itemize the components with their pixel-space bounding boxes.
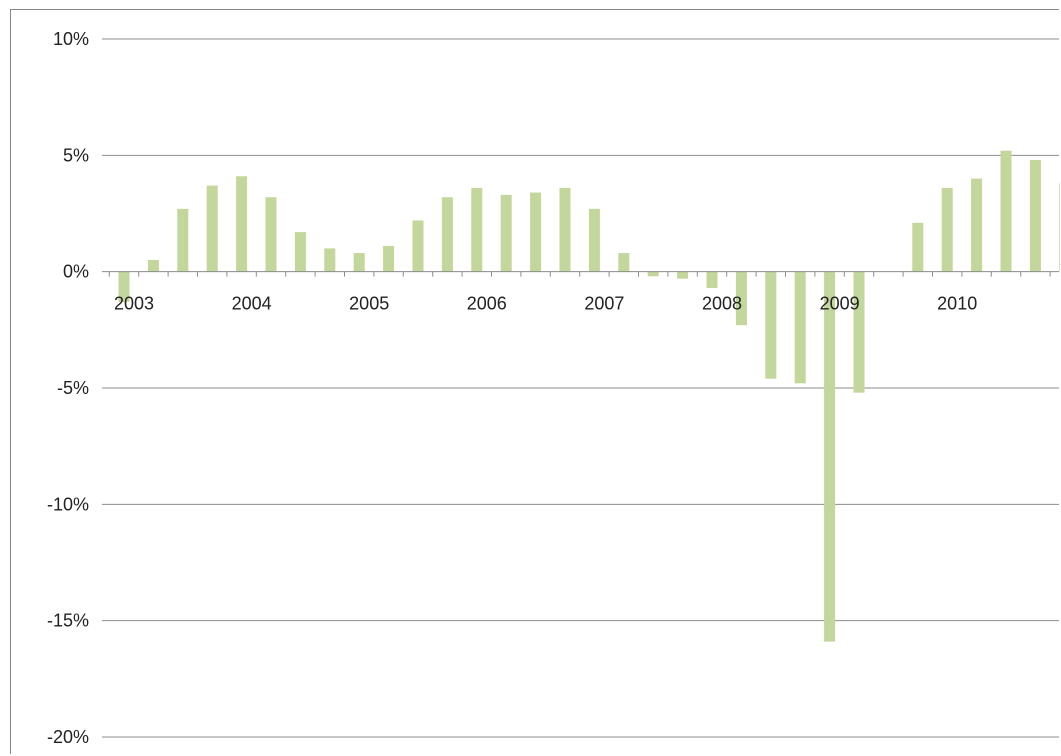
bar	[794, 271, 806, 384]
y-tick-label: -5%	[57, 378, 89, 398]
bar	[971, 178, 983, 272]
x-axis-year-labels: 2003 2004 2005 2006 2007 2008 2009 2010	[114, 294, 977, 314]
bar	[324, 248, 336, 272]
bar	[118, 271, 130, 302]
y-tick-label: 5%	[63, 145, 89, 165]
bar	[588, 208, 600, 272]
bar	[1000, 150, 1012, 272]
y-tick-label: -15%	[47, 611, 89, 631]
bar	[500, 194, 512, 272]
bar	[559, 187, 571, 272]
bar	[618, 253, 630, 272]
x-axis	[102, 271, 1059, 277]
y-tick-label: -10%	[47, 494, 89, 514]
chart-frame: 10% 5% 0% -5% -10% -15% -20% 2003 2004 2005 2006 2…	[10, 9, 1060, 754]
x-year-label: 2007	[584, 294, 624, 314]
bar	[441, 197, 453, 272]
bar	[530, 192, 542, 272]
bar	[647, 271, 659, 277]
bar	[147, 260, 159, 272]
bar	[1029, 159, 1041, 272]
bar	[706, 271, 718, 288]
x-year-label: 2004	[232, 294, 272, 314]
bar	[236, 176, 248, 272]
y-axis-tick-labels: 10% 5% 0% -5% -10% -15% -20%	[47, 29, 89, 747]
x-year-label: 2009	[820, 294, 860, 314]
x-year-label: 2006	[467, 294, 507, 314]
bar-chart: 10%5%0%-5%-10%-15%-20% 2003 2004 2005 2006 2…	[47, 29, 1060, 747]
bar	[383, 246, 395, 272]
bar	[353, 253, 365, 272]
bar	[1059, 183, 1060, 272]
bar	[265, 197, 277, 272]
bar	[294, 232, 306, 272]
bar	[765, 271, 777, 379]
bar	[824, 271, 836, 642]
x-year-label: 2008	[702, 294, 742, 314]
bar	[735, 271, 747, 326]
gridlines	[102, 38, 1059, 738]
y-tick-label: 10%	[53, 29, 89, 49]
y-tick-label: -20%	[47, 727, 89, 747]
bar	[912, 222, 924, 272]
bar	[853, 271, 865, 393]
bar	[177, 208, 189, 272]
bar	[677, 271, 689, 279]
y-tick-label: 0%	[63, 262, 89, 282]
x-year-label: 2005	[349, 294, 389, 314]
x-year-label: 2003	[114, 294, 154, 314]
x-year-label: 2010	[937, 294, 977, 314]
bar	[206, 185, 218, 272]
bars	[118, 150, 1060, 642]
bar	[412, 220, 424, 272]
bar	[941, 187, 953, 272]
bar	[471, 187, 483, 272]
